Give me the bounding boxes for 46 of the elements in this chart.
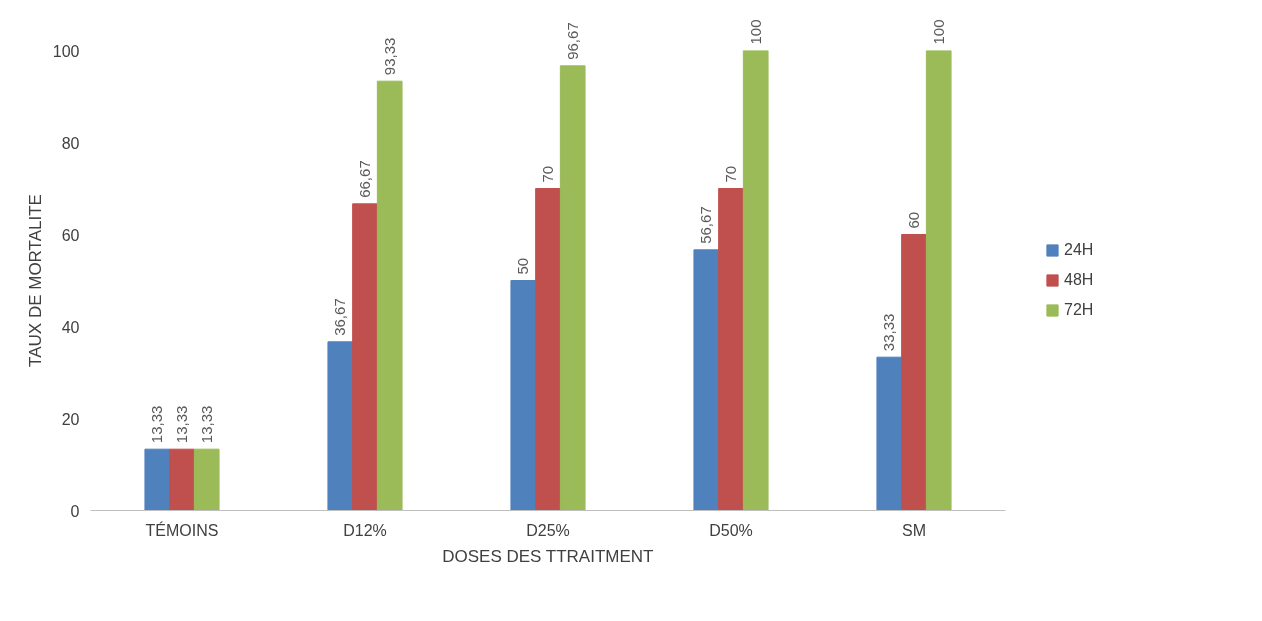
legend-label: 48H xyxy=(1064,271,1094,289)
data-label: 100 xyxy=(929,19,947,45)
data-label: 13,33 xyxy=(197,405,215,444)
bar xyxy=(376,80,403,511)
bar xyxy=(559,65,586,511)
y-tick-label: 0 xyxy=(70,502,80,520)
data-label: 33,33 xyxy=(880,313,898,352)
data-label: 50 xyxy=(514,257,532,275)
data-label: 96,67 xyxy=(563,22,581,60)
x-tick-label: SM xyxy=(902,521,926,539)
bar xyxy=(925,50,952,511)
x-tick-label: TÉMOINS xyxy=(145,520,219,539)
bar xyxy=(876,356,903,511)
bar xyxy=(144,448,171,511)
x-tick-label: D25% xyxy=(526,521,570,539)
x-axis-title: DOSES DES TTRAITMENT xyxy=(442,546,654,566)
data-label: 70 xyxy=(539,165,556,183)
bar xyxy=(742,50,769,511)
y-tick-label: 40 xyxy=(61,318,80,336)
data-label: 13,33 xyxy=(173,405,190,444)
y-axis-title: TAUX DE MORTALITE xyxy=(25,194,45,367)
bar xyxy=(169,448,195,511)
data-label: 36,67 xyxy=(331,298,349,336)
x-tick-label: D12% xyxy=(343,521,387,539)
legend-label: 24H xyxy=(1064,241,1094,259)
bar xyxy=(193,448,220,511)
bar xyxy=(718,188,744,511)
y-tick-label: 60 xyxy=(61,226,80,244)
y-tick-label: 100 xyxy=(52,42,80,60)
data-label: 70 xyxy=(722,165,739,183)
bar xyxy=(327,341,354,511)
bar xyxy=(693,249,720,511)
data-label: 66,67 xyxy=(356,160,373,198)
bar xyxy=(535,188,561,511)
bar xyxy=(510,280,537,511)
y-tick-label: 20 xyxy=(61,410,80,428)
data-label: 93,33 xyxy=(380,37,398,76)
data-label: 60 xyxy=(905,211,922,229)
data-label: 100 xyxy=(746,19,764,45)
legend-label: 72H xyxy=(1064,301,1094,319)
y-tick-label: 80 xyxy=(61,134,80,152)
data-label: 13,33 xyxy=(148,405,166,444)
x-tick-label: D50% xyxy=(709,521,753,539)
data-label: 56,67 xyxy=(697,206,715,244)
bar xyxy=(352,203,378,511)
bar xyxy=(901,234,927,511)
